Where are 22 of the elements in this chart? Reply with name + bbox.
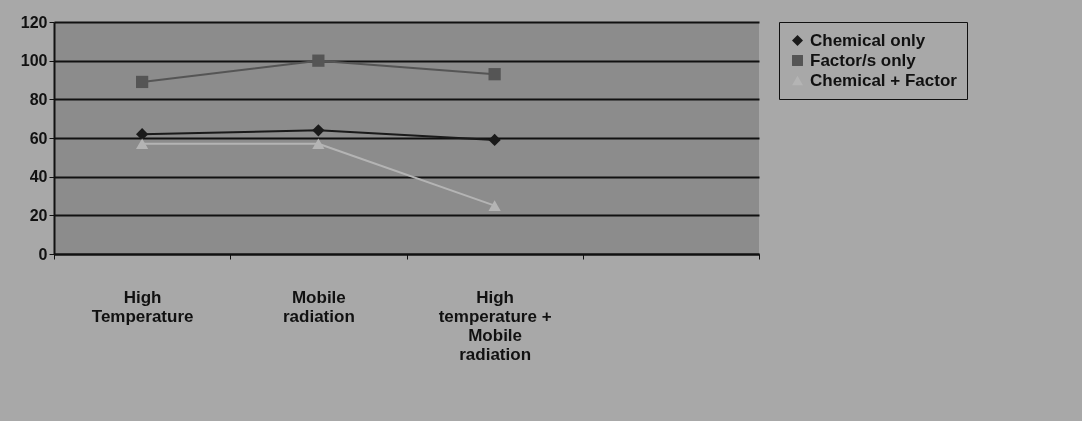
y-tick-label: 0	[38, 245, 48, 263]
point	[312, 54, 325, 67]
point	[488, 133, 501, 147]
y-tick-label: 80	[29, 90, 48, 108]
legend-label: Chemical only	[810, 30, 926, 50]
y-tick-label: 20	[29, 206, 48, 224]
x-tick-label: High Temperature	[91, 287, 194, 326]
y-tick-label: 40	[29, 168, 48, 186]
point	[136, 75, 149, 89]
point	[312, 124, 325, 137]
legend-label: Factor/s only	[810, 50, 917, 70]
point	[136, 128, 149, 141]
legend-label: Chemical + Factor	[810, 70, 958, 90]
point	[312, 138, 325, 150]
x-tick-label: High temperature + Mobile radiation	[438, 287, 552, 364]
y-tick-label: 100	[20, 52, 48, 70]
x-tick-label: Mobile radiation	[282, 287, 355, 326]
point	[488, 68, 501, 81]
y-tick-label: 120	[20, 13, 48, 31]
point	[488, 200, 501, 211]
y-tick-label: 60	[29, 129, 48, 147]
point	[136, 138, 149, 150]
